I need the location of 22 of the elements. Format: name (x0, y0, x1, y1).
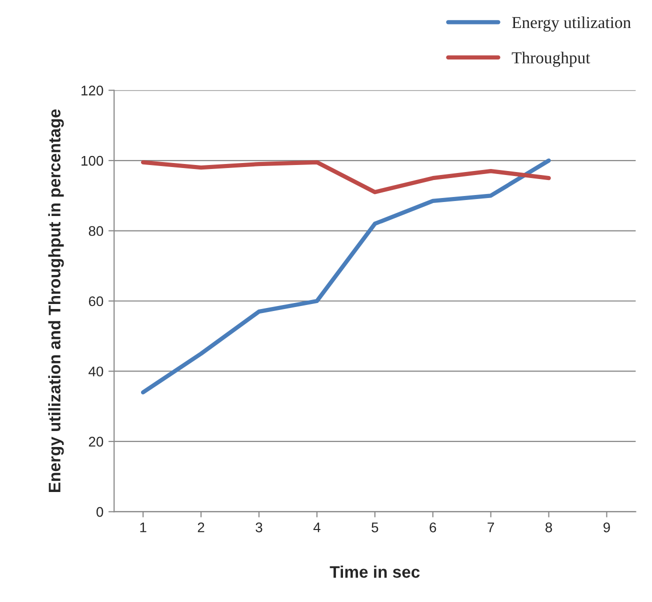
y-tick-label: 20 (88, 436, 104, 447)
x-tick-label: 1 (140, 522, 146, 532)
y-axis-title: Energy utilization and Throughput in percentage (48, 109, 64, 492)
x-tick-label: 2 (198, 522, 204, 532)
x-tick-label: 9 (604, 522, 610, 532)
y-tick-label: 40 (88, 366, 104, 376)
line-series (140, 160, 551, 194)
y-tick-label: 120 (82, 86, 104, 96)
y-tick-label: 60 (88, 296, 104, 306)
y-tick-label: 100 (82, 156, 104, 166)
y-tick-label: 80 (88, 226, 104, 236)
y-tick-label: 0 (96, 507, 104, 517)
legend-label: Throughput (512, 52, 590, 67)
x-tick-label: 4 (313, 522, 320, 532)
x-tick-label: 8 (546, 522, 552, 532)
x-tick-label: 5 (372, 522, 378, 532)
x-tick-label: 7 (488, 522, 494, 532)
x-tick-label: 3 (256, 522, 262, 532)
legend-label: Energy utilization (512, 16, 631, 32)
x-tick-label: 6 (430, 522, 436, 532)
line-series (140, 158, 551, 394)
x-axis-title: Time in sec (330, 566, 420, 578)
